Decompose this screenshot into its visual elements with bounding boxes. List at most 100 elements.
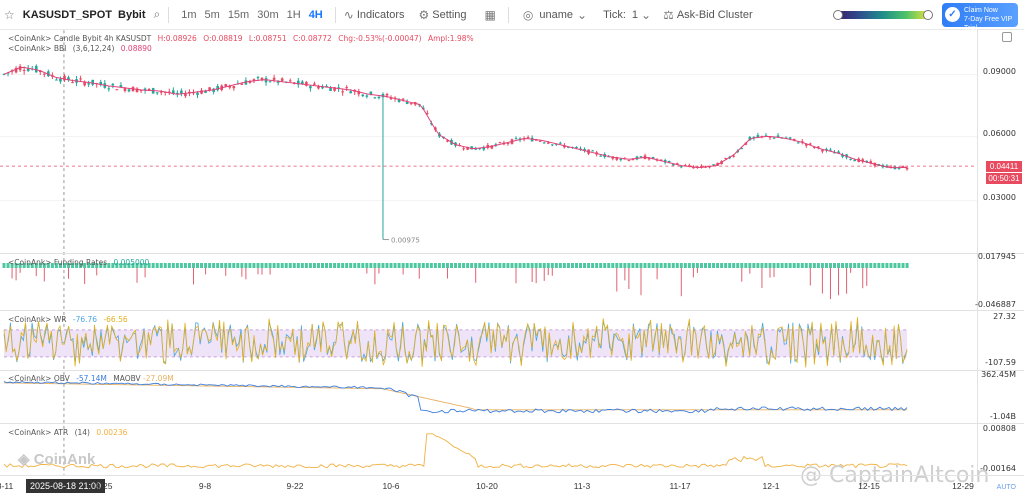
price-level: 0.09000 bbox=[982, 67, 1016, 76]
candle-body bbox=[659, 159, 663, 161]
heatmap-gradient-slider[interactable] bbox=[829, 0, 937, 30]
candle-body bbox=[684, 165, 687, 167]
candle-high: H:0.08926 bbox=[157, 34, 197, 43]
bbi-legend-title: <CoinAnk> BBI bbox=[8, 44, 67, 53]
candle-body bbox=[357, 91, 361, 95]
candle-body bbox=[180, 90, 183, 94]
symbol-selector[interactable]: KASUSDT_SPOT Bybit bbox=[19, 0, 150, 30]
candle-body bbox=[305, 81, 308, 86]
candle-body bbox=[256, 77, 260, 79]
candle-body bbox=[482, 147, 486, 150]
candle-body bbox=[829, 149, 832, 151]
candle-body bbox=[478, 148, 482, 150]
timeframe-4h[interactable]: 4H bbox=[308, 8, 323, 21]
search-button[interactable]: ⌕ bbox=[150, 0, 165, 30]
candle-body bbox=[26, 68, 30, 72]
chart-plot[interactable]: 0.00975 bbox=[0, 30, 978, 475]
candle-body bbox=[732, 155, 736, 157]
candle-body bbox=[466, 146, 469, 150]
candle-body bbox=[147, 88, 151, 90]
pane-separator[interactable] bbox=[0, 253, 1024, 254]
cluster-button[interactable]: ⚖ Ask-Bid Cluster bbox=[659, 0, 757, 30]
candle-body bbox=[2, 73, 6, 75]
candle-body bbox=[18, 66, 22, 71]
timeframe-1h[interactable]: 1H bbox=[286, 8, 301, 21]
candle-body bbox=[155, 92, 159, 94]
tick-selector[interactable]: Tick: 1 ⌄ bbox=[599, 0, 655, 30]
candle-body bbox=[486, 144, 490, 148]
obv-legend-title: <CoinAnk> OBV bbox=[8, 374, 70, 383]
atr-legend: <CoinAnk> ATR (14) 0.00236 bbox=[8, 428, 127, 437]
auto-scale-button[interactable]: AUTO bbox=[996, 484, 1016, 491]
candle-body bbox=[865, 160, 869, 162]
favorite-star[interactable]: ☆ bbox=[0, 0, 19, 30]
layout-button[interactable]: ▦ bbox=[481, 0, 500, 30]
pane-separator[interactable] bbox=[0, 423, 1024, 424]
timeframe-5m[interactable]: 5m bbox=[204, 8, 220, 21]
price-axis[interactable]: 0.09000 0.06000 0.03000 0.017945 -0.0468… bbox=[975, 30, 1024, 475]
candle-body bbox=[756, 135, 760, 138]
time-tick: 12-15 bbox=[858, 481, 880, 491]
time-axis[interactable]: 2025-08-18 21:00 AUTO 8-11 8-25 9-8 9-22 10-… bbox=[0, 475, 1024, 499]
candle-body bbox=[615, 157, 619, 160]
candle-body bbox=[167, 91, 171, 93]
price-level: 0.03000 bbox=[982, 193, 1016, 202]
candle-body bbox=[825, 148, 828, 151]
indicators-button[interactable]: ∿ Indicators bbox=[340, 0, 409, 30]
timeframe-15m[interactable]: 15m bbox=[227, 8, 250, 21]
axis-settings-icon[interactable] bbox=[1002, 32, 1012, 42]
setting-label: Setting bbox=[432, 8, 467, 21]
vip-icon: ✓ bbox=[945, 7, 960, 22]
maobv-label: MAOBV bbox=[113, 374, 141, 383]
obv-axis-bottom: -1.04B bbox=[989, 412, 1016, 421]
candle-body bbox=[216, 86, 219, 91]
tick-label: Tick: bbox=[603, 8, 626, 21]
atr-params: (14) bbox=[74, 428, 90, 437]
user-selector[interactable]: ◎ uname ⌄ bbox=[519, 0, 591, 30]
candle-body bbox=[409, 103, 413, 105]
wr-value-1: -76.76 bbox=[72, 315, 98, 324]
wr-legend: <CoinAnk> WR -76.76 -66.56 bbox=[8, 315, 128, 324]
candle-body bbox=[869, 161, 873, 164]
funding-axis-top: 0.017945 bbox=[977, 252, 1016, 261]
bbi-legend: <CoinAnk> BBI (3,6,12,24) 0.08890 bbox=[8, 44, 152, 53]
candle-body bbox=[567, 146, 570, 148]
pane-separator[interactable] bbox=[0, 370, 1024, 371]
timeframe-group: 1m 5m 15m 30m 1H 4H bbox=[173, 0, 331, 30]
candle-body bbox=[575, 146, 578, 148]
candle-body bbox=[264, 78, 268, 83]
candle-body bbox=[301, 81, 304, 85]
candle-body bbox=[583, 148, 586, 152]
candle-body bbox=[494, 144, 498, 146]
funding-legend: <CoinAnk> Funding Rates 0.005000 bbox=[8, 258, 149, 267]
candle-body bbox=[861, 159, 865, 162]
claim-vip-button[interactable]: ✓ Claim Now 7-Day Free VIP Trial bbox=[942, 3, 1018, 32]
chart-area[interactable]: 0.00975 <CoinAnk> Candle Bybit 4h KASUSD… bbox=[0, 30, 1024, 499]
wr-legend-title: <CoinAnk> WR bbox=[8, 315, 67, 324]
timeframe-1m[interactable]: 1m bbox=[181, 8, 197, 21]
candle-body bbox=[748, 136, 752, 141]
candle-body bbox=[309, 86, 312, 89]
candle-body bbox=[849, 158, 852, 160]
candle-close: C:0.08772 bbox=[293, 34, 332, 43]
low-annotation: 0.00975 bbox=[391, 237, 420, 245]
exchange-name: Bybit bbox=[118, 8, 146, 21]
candle-body bbox=[833, 152, 836, 154]
pane-separator[interactable] bbox=[0, 310, 1024, 311]
candle-body bbox=[240, 83, 244, 85]
candle-body bbox=[313, 83, 316, 85]
timeframe-30m[interactable]: 30m bbox=[257, 8, 279, 21]
time-tick: 10-20 bbox=[476, 481, 498, 491]
candle-body bbox=[119, 85, 123, 88]
candle-body bbox=[212, 88, 215, 92]
divider bbox=[168, 6, 170, 23]
candle-body bbox=[373, 97, 377, 99]
candle-body bbox=[232, 86, 236, 89]
candle-body bbox=[91, 79, 94, 85]
setting-button[interactable]: ⚙ Setting bbox=[415, 0, 471, 30]
current-price-tag: 0.04411 bbox=[986, 161, 1022, 172]
candle-body bbox=[67, 77, 70, 81]
bbi-line bbox=[3, 66, 908, 169]
candle-body bbox=[405, 101, 409, 104]
candle-body bbox=[63, 75, 66, 81]
